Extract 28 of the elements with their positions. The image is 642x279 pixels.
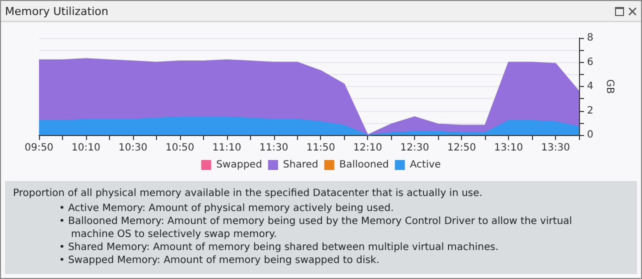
x-tick-label: 11:30 <box>259 142 288 154</box>
x-tick-label: 11:50 <box>306 142 336 154</box>
x-tick-label: 10:30 <box>118 142 148 154</box>
x-tick-label: 10:10 <box>72 142 100 154</box>
legend-label: Ballooned <box>339 160 389 170</box>
x-tick-label: 13:30 <box>541 142 570 154</box>
x-tick-label: 13:10 <box>494 142 523 154</box>
text: • Shared Memory: Amount of memory being shared between multiple virtual machines. <box>59 241 500 254</box>
y-tick-label: 0 <box>587 130 594 140</box>
text: • Swapped Memory: Amount of memory being swapped to disk. <box>59 254 380 267</box>
legend-label: Swapped <box>216 160 262 170</box>
y-tick-label: 6 <box>587 56 594 68</box>
text: • Ballooned Memory: Amount of memory being used by the Memory Control Driver to allow the virtual machine OS to selectively swap memory. <box>59 215 574 241</box>
legend-label: Active <box>410 160 441 170</box>
x-tick-label: 11:10 <box>212 142 242 154</box>
y-axis-title: GB <box>604 79 615 94</box>
text: • Active Memory: Amount of physical memory actively being used. <box>59 202 395 215</box>
text: Proportion of all physical memory available in the specified Datacenter that is actually in use. <box>13 187 484 200</box>
y-tick-label: 2 <box>587 105 594 116</box>
chart-title: Memory Utilization <box>5 4 108 18</box>
x-tick-label: 09:50 <box>24 142 54 154</box>
x-tick-label: 12:10 <box>353 142 382 154</box>
x-tick-label: 12:30 <box>400 142 430 154</box>
y-tick-label: 4 <box>587 81 594 92</box>
legend-label: Shared <box>283 160 318 170</box>
x-tick-label: 12:50 <box>447 142 476 154</box>
x-tick-label: 10:50 <box>165 142 194 154</box>
y-tick-label: 8 <box>587 32 594 44</box>
